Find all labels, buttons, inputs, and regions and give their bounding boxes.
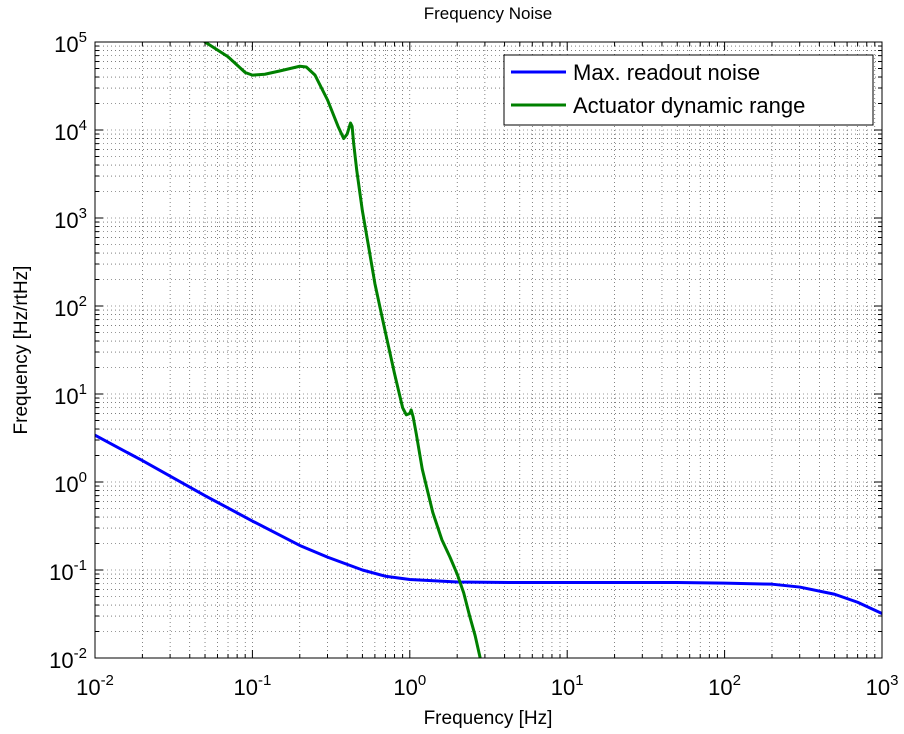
y-tick-label-exponent: 4 xyxy=(79,117,87,134)
legend-label-1: Actuator dynamic range xyxy=(573,93,805,118)
x-tick-label-exponent: 0 xyxy=(418,672,426,689)
x-tick-label-exponent: 2 xyxy=(733,672,741,689)
legend: Max. readout noise Actuator dynamic range xyxy=(504,55,873,125)
y-tick-label-base: 10 xyxy=(54,384,78,409)
y-tick-label-exponent: 2 xyxy=(79,293,87,310)
y-tick-label-base: 10 xyxy=(54,32,78,57)
x-tick-label-base: 10 xyxy=(76,675,100,700)
x-tick-label-base: 10 xyxy=(393,675,417,700)
y-tick-label-base: 10 xyxy=(49,560,73,585)
x-tick-label-base: 10 xyxy=(866,675,890,700)
x-tick-label-exponent: -2 xyxy=(101,672,114,689)
x-tick-label-exponent: 3 xyxy=(890,672,898,689)
y-tick-label-exponent: -2 xyxy=(74,645,87,662)
y-tick-label-exponent: 0 xyxy=(79,469,87,486)
y-tick-label-exponent: 3 xyxy=(79,205,87,222)
x-tick-label-base: 10 xyxy=(708,675,732,700)
x-tick-label-base: 10 xyxy=(233,675,257,700)
plot-area-background xyxy=(95,42,882,658)
chart-title: Frequency Noise xyxy=(424,4,553,23)
x-tick-label-base: 10 xyxy=(551,675,575,700)
y-tick-label-exponent: 5 xyxy=(79,29,87,46)
x-tick-label-exponent: -1 xyxy=(258,672,271,689)
y-tick-label-exponent: 1 xyxy=(79,381,87,398)
y-tick-label-base: 10 xyxy=(54,120,78,145)
y-axis-label: Frequency [Hz/rtHz] xyxy=(11,266,32,435)
x-tick-label-exponent: 1 xyxy=(575,672,583,689)
y-tick-label-base: 10 xyxy=(49,648,73,673)
y-tick-label-base: 10 xyxy=(54,472,78,497)
x-axis-label: Frequency [Hz] xyxy=(424,708,553,729)
y-tick-label-base: 10 xyxy=(54,296,78,321)
legend-label-0: Max. readout noise xyxy=(573,60,760,85)
y-tick-label-base: 10 xyxy=(54,208,78,233)
y-tick-label-exponent: -1 xyxy=(74,557,87,574)
